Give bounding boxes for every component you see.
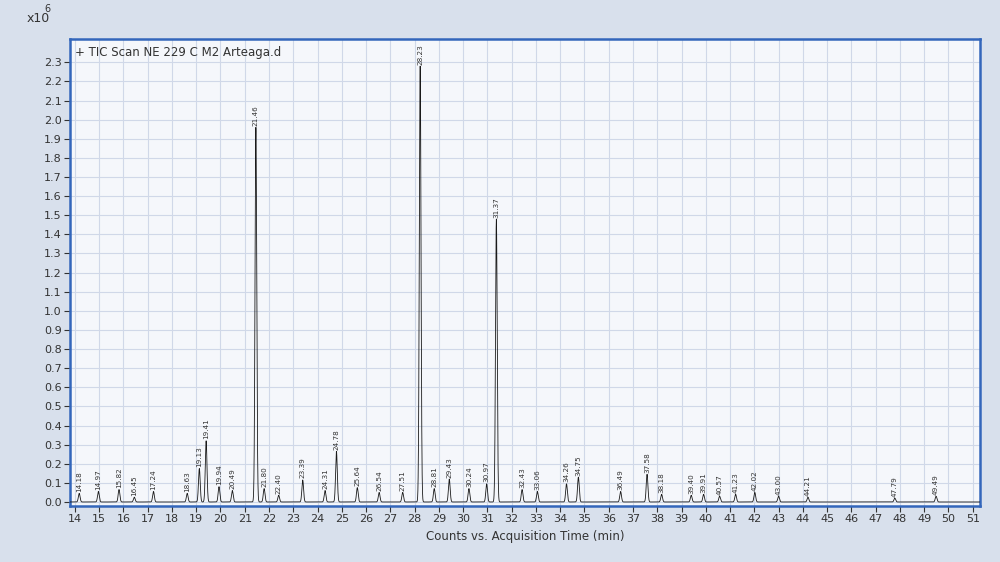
Text: 23.39: 23.39	[300, 457, 306, 478]
Text: 15.82: 15.82	[116, 467, 122, 488]
Text: 39.91: 39.91	[701, 472, 707, 493]
Text: 27.51: 27.51	[400, 470, 406, 491]
Text: 32.43: 32.43	[519, 467, 525, 488]
Text: 24.31: 24.31	[322, 468, 328, 489]
Text: 19.13: 19.13	[196, 446, 202, 467]
Text: 20.49: 20.49	[229, 468, 235, 489]
Text: 25.64: 25.64	[354, 465, 360, 486]
Text: 24.78: 24.78	[333, 429, 339, 450]
Text: 19.41: 19.41	[203, 419, 209, 439]
Text: 18.63: 18.63	[184, 471, 190, 492]
Text: 16.45: 16.45	[131, 475, 137, 496]
Text: 30.97: 30.97	[484, 461, 490, 482]
Text: 43.00: 43.00	[776, 474, 782, 495]
Text: 21.80: 21.80	[261, 466, 267, 487]
Text: 17.24: 17.24	[150, 469, 156, 490]
Text: 30.24: 30.24	[466, 466, 472, 487]
Text: 39.40: 39.40	[688, 473, 694, 494]
Text: 33.06: 33.06	[534, 469, 540, 490]
Text: 44.21: 44.21	[805, 475, 811, 496]
Text: 21.46: 21.46	[253, 105, 259, 126]
Text: 31.37: 31.37	[493, 197, 499, 217]
Text: 28.23: 28.23	[417, 44, 423, 65]
Text: 34.75: 34.75	[575, 455, 581, 475]
Text: 28.81: 28.81	[431, 466, 437, 487]
Text: 38.18: 38.18	[659, 472, 665, 493]
Text: 22.40: 22.40	[276, 473, 282, 494]
Text: 41.23: 41.23	[733, 472, 739, 493]
Text: 14.18: 14.18	[76, 471, 82, 492]
Text: 29.43: 29.43	[446, 457, 452, 478]
Text: 40.57: 40.57	[717, 474, 723, 495]
X-axis label: Counts vs. Acquisition Time (min): Counts vs. Acquisition Time (min)	[426, 530, 624, 543]
Text: 6: 6	[45, 4, 51, 13]
Text: 34.26: 34.26	[563, 461, 569, 482]
Text: x10: x10	[26, 12, 50, 25]
Text: 14.97: 14.97	[95, 469, 101, 490]
Text: 36.49: 36.49	[618, 469, 624, 490]
Text: 26.54: 26.54	[376, 470, 382, 491]
Text: + TIC Scan NE 229 C M2 Arteaga.d: + TIC Scan NE 229 C M2 Arteaga.d	[75, 46, 281, 60]
Text: 19.94: 19.94	[216, 464, 222, 485]
Text: 42.02: 42.02	[752, 470, 758, 491]
Text: 49.49: 49.49	[933, 474, 939, 495]
Text: 47.79: 47.79	[892, 476, 898, 497]
Text: 37.58: 37.58	[644, 452, 650, 473]
